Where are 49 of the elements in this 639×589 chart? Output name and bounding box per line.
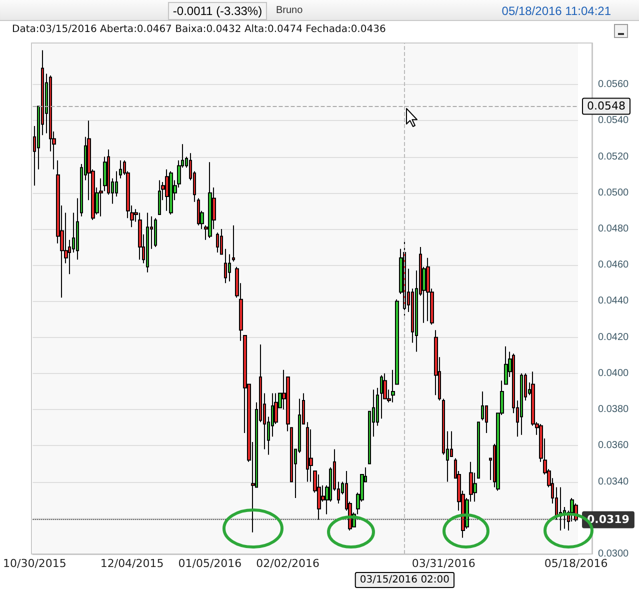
y-tick-label: 0.0420 (598, 332, 630, 343)
x-tick-label: 10/30/2015 (2, 557, 66, 570)
text: 05/18/2016 11:04:21 (502, 4, 611, 18)
candlestick (306, 422, 309, 482)
y-tick-label: 0.0560 (598, 79, 630, 90)
candlestick (154, 218, 157, 248)
y-tick-label: 0.0480 (598, 223, 630, 234)
candlestick (165, 168, 169, 212)
candlestick (224, 248, 227, 284)
x-tick-label: 01/05/2016 (178, 557, 242, 570)
candlestick (119, 160, 122, 179)
y-tick-label: 0.0340 (598, 476, 630, 488)
candlestick (477, 422, 480, 479)
candlestick (232, 224, 235, 262)
y-tick-label: 0.0440 (598, 296, 630, 307)
candlestick (138, 212, 142, 260)
y-tick-label: 0.0300 (598, 548, 630, 560)
candlestick (520, 372, 523, 436)
candlestick (504, 346, 508, 385)
candlestick (395, 298, 399, 385)
candlestick (197, 198, 200, 226)
x-tick-label: 05/18/2016 (544, 557, 608, 570)
y-tick-label: 0.0520 (598, 151, 630, 162)
ref-line-label: 0.0548 (587, 100, 626, 113)
y-tick-label: 0.0400 (598, 368, 630, 379)
x-tick-label: 03/15/2016 02:00 (360, 574, 450, 586)
chart-subtitle: Data:03/15/2016 Aberta:0.0467 Baixa:0.0432 Alta:0.0474 Fechada:0.0436 (12, 24, 386, 35)
text: Bruno (276, 5, 303, 16)
candlestick (317, 474, 321, 520)
candlestick (76, 198, 79, 260)
text: -0.0011 (-3.33%) (168, 2, 267, 20)
y-tick-label: 0.0360 (598, 440, 630, 452)
candlestick (216, 232, 219, 253)
candlestick (426, 257, 430, 322)
candlestick (208, 162, 212, 239)
y-tick-label: 0.0500 (598, 187, 630, 198)
y-tick-label: 0.0540 (598, 115, 630, 126)
candlestick (169, 170, 173, 216)
x-tick-label: 12/04/2015 (100, 557, 164, 570)
ref-line-label: 0.0319 (587, 513, 630, 526)
candlestick (146, 212, 149, 273)
candlestick (380, 374, 383, 420)
y-tick-label: 0.0460 (598, 260, 630, 271)
x-tick-label: 03/31/2016 (412, 557, 476, 570)
candlestick (391, 369, 395, 403)
y-tick-label: 0.0380 (598, 404, 630, 416)
x-tick-label: 02/02/2016 (256, 557, 320, 570)
candlestick (158, 180, 161, 216)
candlestick (220, 228, 223, 255)
